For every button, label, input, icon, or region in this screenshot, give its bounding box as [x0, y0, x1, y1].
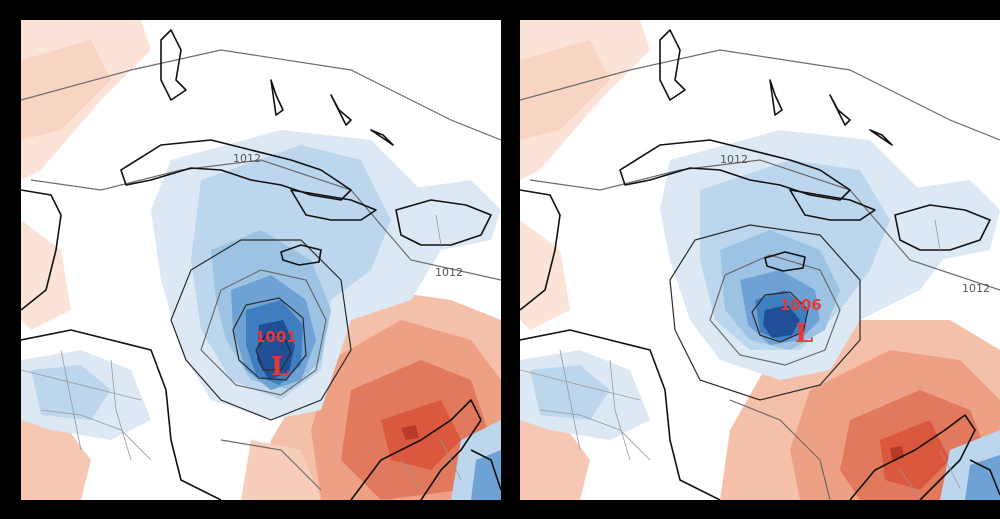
isobar-label: 1012: [720, 153, 748, 166]
anomaly-map-right: 1012 1012 1006 L: [520, 20, 1000, 500]
low-pressure-value: 1001: [255, 328, 297, 346]
isobar-label: 1012: [962, 282, 990, 295]
country-borders: [21, 214, 462, 491]
map-panel-left: 1012 1012 1001 L: [21, 20, 501, 500]
negative-anomaly-field: [21, 130, 501, 500]
isobar-lines: [21, 49, 501, 491]
map-panel-right: 1012 1012 1006 L: [520, 20, 1000, 500]
isobar-label: 1012: [435, 266, 463, 279]
isobar-lines: [520, 49, 1000, 500]
coastlines: [21, 29, 501, 500]
positive-anomaly-field: [520, 20, 1000, 500]
isobar-label: 1012: [233, 152, 261, 165]
low-pressure-marker: L: [795, 319, 813, 349]
coastlines: [520, 29, 1000, 500]
country-borders: [520, 219, 961, 499]
low-pressure-marker: L: [271, 352, 289, 382]
anomaly-map-left: 1012 1012 1001 L: [21, 20, 501, 500]
low-pressure-value: 1006: [780, 296, 822, 314]
